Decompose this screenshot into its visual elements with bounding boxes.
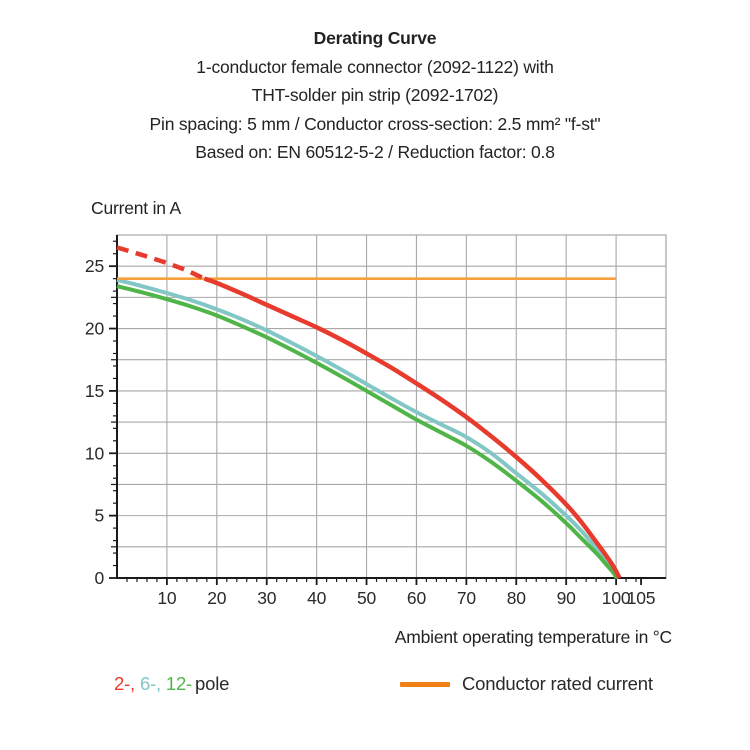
rated-current-label: Conductor rated current [462, 673, 653, 694]
x-tick-label: 80 [507, 588, 527, 608]
y-tick-label: 25 [85, 256, 104, 276]
chart-title: Derating Curve [313, 28, 437, 48]
pole-legend-item: 6-, [139, 673, 166, 694]
series-2-pole [203, 276, 622, 580]
chart-subtitle-line-3: Pin spacing: 5 mm / Conductor cross-sect… [149, 113, 601, 134]
pole-legend: 2-, 6-, 12- pole [114, 673, 229, 695]
x-tick-label: 60 [407, 588, 427, 608]
x-tick-label: 50 [357, 588, 377, 608]
pole-legend-item: 2-, [114, 673, 140, 694]
y-tick-label: 10 [85, 443, 105, 463]
x-tick-label: 70 [457, 588, 477, 608]
pole-legend-item: 12- [165, 673, 193, 694]
pole-legend-suffix: pole [195, 673, 230, 694]
x-tick-label: 20 [207, 588, 227, 608]
series-12-pole [116, 284, 619, 580]
y-tick-label: 15 [85, 381, 104, 401]
y-axis-label: Current in A [91, 198, 182, 218]
chart-subtitle-line-1: 1-conductor female connector (2092-1122)… [196, 56, 554, 77]
chart-subtitle-line-4: Based on: EN 60512-5-2 / Reduction facto… [195, 142, 555, 162]
series-6-pole [116, 277, 620, 580]
chart-title-block: Derating Curve 1-conductor female connec… [0, 24, 750, 167]
x-tick-label: 30 [257, 588, 277, 608]
chart-subtitle-line-2: THT-solder pin strip (2092-1702) [251, 85, 499, 105]
x-axis-label: Ambient operating temperature in °C [394, 627, 672, 647]
y-tick-label: 20 [85, 319, 105, 339]
x-tick-label: 10 [157, 588, 177, 608]
x-tick-label: 105 [627, 588, 656, 608]
x-tick-label: 90 [557, 588, 577, 608]
y-tick-label: 0 [94, 568, 104, 588]
series-2-pole-overload-region- [116, 245, 206, 281]
y-tick-label: 5 [94, 506, 104, 526]
x-tick-label: 100 [602, 588, 631, 608]
rated-current-line-swatch [400, 681, 450, 687]
x-tick-label: 40 [307, 588, 327, 608]
rated-current-legend: Conductor rated current [400, 673, 653, 695]
